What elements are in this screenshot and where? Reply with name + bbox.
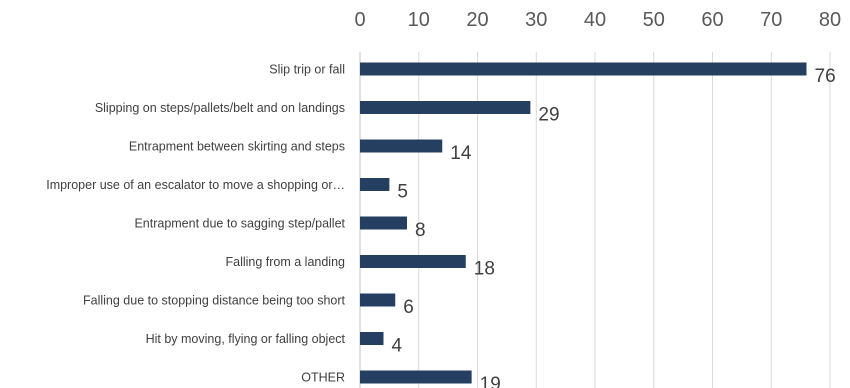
bar <box>360 62 807 76</box>
x-tick-label: 80 <box>819 9 841 31</box>
x-tick-label: 0 <box>354 9 365 31</box>
category-label: Falling from a landing <box>225 255 345 269</box>
bar <box>360 178 390 191</box>
data-labels: 76 29 14 58 18 64 19 <box>392 66 836 388</box>
x-tick-label: 30 <box>525 9 547 31</box>
bar <box>360 101 531 114</box>
category-label: Hit by moving, flying or falling object <box>146 332 346 346</box>
bar <box>360 332 384 345</box>
x-tick-label: 60 <box>701 9 723 31</box>
category-label: Slip trip or fall <box>269 63 345 77</box>
category-labels: Slip trip or fall Slipping on steps/palle… <box>46 63 345 385</box>
bar <box>360 370 472 384</box>
bar <box>360 216 407 230</box>
category-label: Falling due to stopping distance being t… <box>83 294 346 308</box>
data-label: 76 <box>815 66 836 87</box>
data-label: 18 <box>474 259 495 280</box>
x-tick-label: 20 <box>466 9 488 31</box>
data-label: 19 <box>480 374 501 388</box>
x-axis-ticks: 0 10 20 30 40 50 60 70 80 <box>354 9 841 31</box>
data-label: 6 <box>403 297 414 318</box>
data-label: 14 <box>450 143 472 164</box>
data-label: 4 <box>392 336 403 357</box>
x-tick-label: 40 <box>584 9 606 31</box>
category-label: Improper use of an escalator to move a s… <box>46 178 345 192</box>
category-label: Entrapment due to sagging step/pallet <box>134 217 345 231</box>
category-label: Entrapment between skirting and steps <box>129 140 345 154</box>
x-tick-label: 50 <box>643 9 665 31</box>
category-label: Slipping on steps/pallets/belt and on la… <box>95 101 345 115</box>
x-tick-label: 10 <box>408 9 430 31</box>
data-label: 8 <box>415 220 426 241</box>
x-tick-label: 70 <box>760 9 782 31</box>
data-label: 29 <box>538 105 559 126</box>
bar <box>360 139 443 153</box>
bar <box>360 255 466 268</box>
bars <box>360 62 807 384</box>
bar <box>360 293 396 307</box>
category-label: OTHER <box>301 371 345 385</box>
data-label: 5 <box>397 182 408 203</box>
